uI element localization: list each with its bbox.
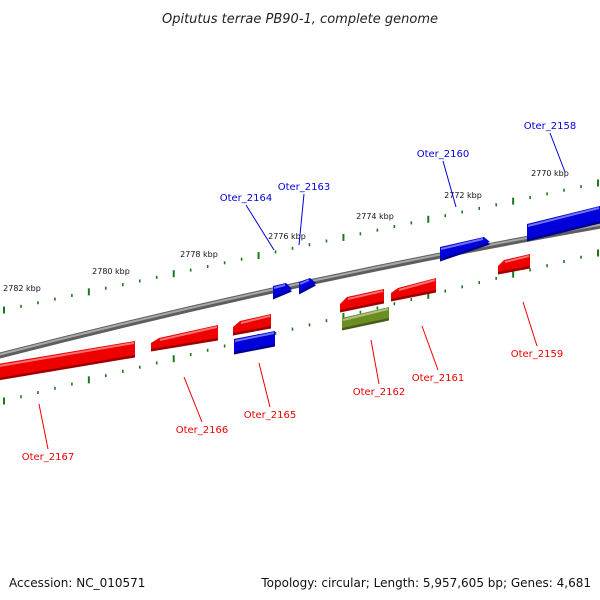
gene-label[interactable]: Oter_2166 <box>176 425 229 436</box>
accession-text: Accession: NC_010571 <box>9 576 146 590</box>
gene-Oter_2158-highlight <box>527 207 600 227</box>
gene-Oter_2160[interactable] <box>440 237 490 262</box>
gene-Oter_2162-neighbor[interactable] <box>340 289 384 313</box>
gene-label-leader <box>298 193 305 246</box>
gene-label[interactable]: Oter_2167 <box>22 452 75 463</box>
gene-label[interactable]: Oter_2158 <box>524 121 577 132</box>
gene-Oter_2166-highlight <box>159 326 218 341</box>
gene-label[interactable]: Oter_2165 <box>244 410 297 421</box>
genes-layer <box>0 206 600 381</box>
gene-Oter_2167[interactable] <box>0 341 135 381</box>
gene-Oter_2159[interactable] <box>498 254 530 275</box>
gene-label-leader <box>549 132 566 173</box>
gene-Oter_2165-neighbor[interactable] <box>233 314 271 336</box>
gene-Oter_2165-highlight <box>234 332 275 342</box>
gene-Oter_2165-neighbor-highlight <box>240 315 271 324</box>
gene-Oter_2162-neighbor-highlight <box>347 290 384 300</box>
gene-label-leader <box>522 301 538 347</box>
gene-Oter_2162[interactable] <box>342 307 389 331</box>
gene-label[interactable]: Oter_2161 <box>412 373 465 384</box>
gene-Oter_2160-highlight <box>440 238 484 250</box>
gene-Oter_2158-body <box>527 206 600 239</box>
genome-stats-text: Topology: circular; Length: 5,957,605 bp… <box>261 576 591 590</box>
gene-Oter_2164-highlight <box>273 284 286 289</box>
gene-Oter_2160-body <box>440 237 490 259</box>
gene-label[interactable]: Oter_2163 <box>278 182 331 193</box>
gene-labels: Oter_2158 Oter_2160 Oter_2163 Oter_2164 Oter… <box>22 121 577 463</box>
scale-label: 2782 kbp <box>3 284 41 293</box>
gene-Oter_2167-body <box>0 341 135 378</box>
scale-ticks <box>3 179 599 405</box>
scale-label: 2776 kbp <box>268 232 306 241</box>
gene-label[interactable]: Oter_2160 <box>417 149 470 160</box>
gene-Oter_2165-body <box>234 331 275 352</box>
gene-label[interactable]: Oter_2159 <box>511 349 564 360</box>
gene-label-leader <box>258 362 271 408</box>
gene-Oter_2166[interactable] <box>151 325 218 352</box>
gene-Oter_2163-highlight <box>299 279 310 285</box>
gene-Oter_2158[interactable] <box>527 206 600 242</box>
gene-Oter_2161[interactable] <box>391 278 436 302</box>
scale-label: 2778 kbp <box>180 250 218 259</box>
gene-label-leader <box>38 403 49 450</box>
gene-label[interactable]: Oter_2162 <box>353 387 406 398</box>
gene-label-leader <box>442 160 457 208</box>
scale-label: 2774 kbp <box>356 212 394 221</box>
genome-title: Opitutus terrae PB90-1, complete genome <box>162 12 438 27</box>
gene-Oter_2163[interactable] <box>299 278 316 295</box>
scale-label: 2770 kbp <box>531 169 569 178</box>
gene-Oter_2162-highlight <box>342 308 389 321</box>
gene-label-leader <box>245 204 275 251</box>
gene-Oter_2159-highlight <box>504 255 530 263</box>
scale-label: 2772 kbp <box>444 191 482 200</box>
gene-Oter_2167-highlight <box>0 342 135 367</box>
gene-Oter_2161-highlight <box>398 279 436 291</box>
gene-label-leader <box>421 325 439 371</box>
gene-label-leader <box>183 376 203 423</box>
scale-labels: 2782 kbp 2780 kbp 2778 kbp 2776 kbp 2774 kbp… <box>3 169 569 293</box>
gene-Oter_2165[interactable] <box>234 331 275 355</box>
gene-label[interactable]: Oter_2164 <box>220 193 273 204</box>
gene-label-leader <box>370 339 380 385</box>
gene-Oter_2164[interactable] <box>273 283 292 300</box>
scale-label: 2780 kbp <box>92 267 130 276</box>
